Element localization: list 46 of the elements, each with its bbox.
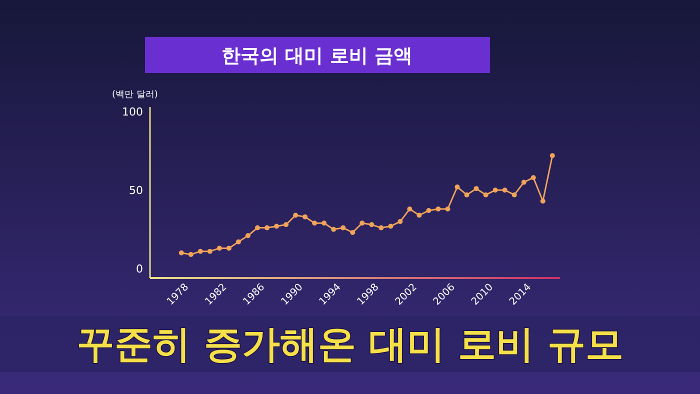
point xyxy=(407,206,412,212)
point xyxy=(454,184,460,190)
point xyxy=(226,246,232,251)
y-tick-label: 0 xyxy=(136,262,143,276)
point xyxy=(378,225,384,230)
point xyxy=(331,226,336,232)
y-tick-label: 100 xyxy=(122,106,143,119)
point xyxy=(188,252,194,257)
point xyxy=(398,219,403,224)
point xyxy=(464,192,470,198)
point xyxy=(530,175,536,180)
point xyxy=(284,222,289,228)
y-tick-label: 50 xyxy=(129,184,143,198)
point xyxy=(483,192,488,198)
point xyxy=(236,239,241,244)
point xyxy=(512,192,517,198)
point xyxy=(426,208,432,214)
point xyxy=(369,222,374,228)
point xyxy=(521,180,526,185)
chart-title: 한국의 대미 로비 금액 xyxy=(222,45,412,67)
point xyxy=(207,248,212,254)
point xyxy=(264,225,270,230)
point xyxy=(178,250,184,256)
point xyxy=(293,212,298,218)
point xyxy=(388,224,394,229)
point xyxy=(254,225,260,230)
point xyxy=(436,206,441,212)
point xyxy=(350,230,356,236)
point xyxy=(216,246,222,251)
point xyxy=(340,225,346,230)
point xyxy=(322,220,327,226)
point xyxy=(360,220,365,226)
point xyxy=(474,186,479,192)
point xyxy=(274,224,280,229)
point xyxy=(550,153,555,158)
point xyxy=(245,233,250,238)
point xyxy=(198,248,203,254)
text: 꾸준히 증가해온 대미 로비 규모 xyxy=(76,322,624,366)
point xyxy=(312,220,318,226)
point xyxy=(540,198,546,204)
y-axis-title: (백만 달러) xyxy=(112,90,158,100)
point xyxy=(502,188,508,193)
point xyxy=(302,214,308,220)
point xyxy=(445,206,450,212)
point xyxy=(492,188,498,193)
point xyxy=(416,212,422,218)
